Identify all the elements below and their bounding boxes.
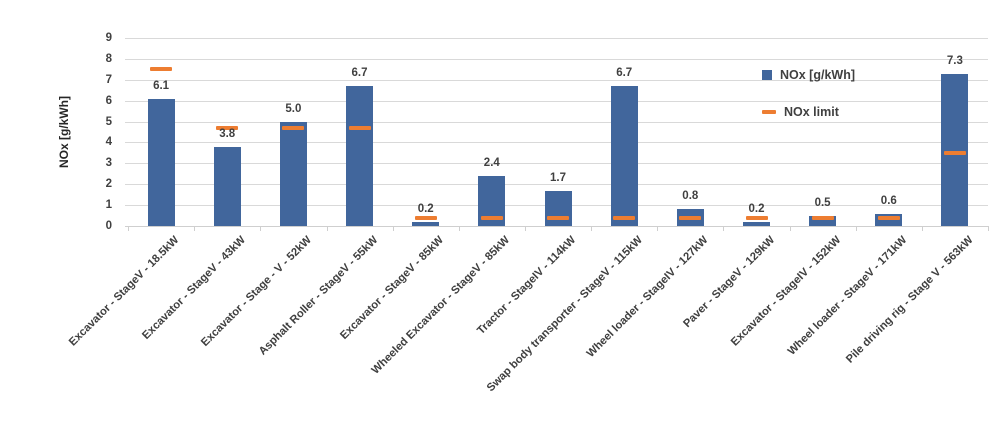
- limit-dash: [877, 215, 900, 220]
- bar: [743, 221, 770, 226]
- y-tick-label: 3: [105, 157, 112, 170]
- x-axis-tick: [128, 226, 129, 231]
- y-tick-label: 0: [105, 220, 112, 232]
- bar-value-label: 0.2: [417, 202, 434, 215]
- bar-value-label: 5.0: [285, 102, 302, 115]
- gridline: [125, 100, 988, 102]
- x-axis-tick: [194, 226, 196, 231]
- limit-dash: [480, 215, 503, 220]
- bar: [412, 221, 440, 226]
- limit-dash: [414, 215, 437, 220]
- limit-dash: [547, 215, 569, 220]
- bar: [544, 190, 572, 226]
- gridline: [125, 79, 988, 81]
- limit-dash: [679, 215, 702, 220]
- x-axis-tick: [260, 226, 262, 231]
- y-tick-label: 9: [105, 32, 112, 44]
- x-axis-tick: [723, 226, 725, 231]
- bar-value-label: 1.7: [550, 171, 566, 184]
- x-tick-label: Excavator - StageV - 18.5kW: [67, 234, 182, 349]
- bar: [147, 98, 175, 226]
- x-axis-tick: [591, 226, 593, 231]
- bar: [346, 86, 373, 226]
- bar: [213, 146, 241, 226]
- x-axis-line: [125, 226, 988, 227]
- bar: [610, 86, 638, 226]
- x-tick-label: Wheeled Excavator - StageV - 85kW: [369, 234, 513, 377]
- bar: [809, 215, 837, 226]
- x-axis-tick: [458, 226, 460, 231]
- y-tick-label: 8: [105, 52, 112, 65]
- limit-dash: [811, 215, 834, 220]
- legend-item-nox: NOx [g/kWh]: [762, 66, 855, 84]
- x-tick-label: Excavator - StageIV - 152kW: [728, 234, 844, 349]
- limit-dash: [943, 150, 966, 155]
- y-tick-label: 4: [105, 136, 112, 149]
- bar-value-label: 0.6: [880, 194, 897, 207]
- y-tick-label: 5: [105, 115, 112, 128]
- limit-dash: [745, 215, 768, 220]
- gridline: [125, 38, 988, 39]
- x-tick-label: Wheel loader - StageV - 171kW: [785, 234, 910, 358]
- x-axis-tick: [524, 226, 526, 231]
- bar-value-label: 0.8: [682, 190, 699, 203]
- x-tick-label: Asphalt Roller - StageV - 55kW: [256, 234, 380, 358]
- x-axis-tick: [657, 226, 659, 231]
- bar: [279, 121, 307, 226]
- bar-value-label: 0.5: [814, 196, 831, 209]
- bar-value-label: 0.2: [748, 202, 765, 215]
- x-axis-tick: [855, 226, 857, 231]
- dash-swatch-icon: [762, 110, 776, 114]
- y-tick-label: 7: [105, 73, 112, 86]
- legend-label-nox: NOx [g/kWh]: [780, 68, 855, 82]
- x-axis-tick: [921, 226, 923, 231]
- bar-value-label: 2.4: [483, 156, 500, 169]
- x-axis-tick: [392, 226, 394, 231]
- gridline: [125, 58, 988, 60]
- limit-dash: [216, 125, 239, 130]
- gridline: [125, 142, 988, 144]
- gridline: [125, 184, 988, 186]
- bar-value-label: 6.7: [616, 67, 633, 79]
- limit-dash: [348, 125, 371, 130]
- y-tick-label: 2: [105, 178, 112, 191]
- bar-value-label: 3.8: [219, 127, 236, 140]
- gridline: [125, 121, 988, 123]
- x-axis-tick: [326, 226, 328, 231]
- bar-value-label: 6.1: [153, 79, 170, 92]
- bar: [941, 73, 969, 226]
- legend-label-limit: NOx limit: [784, 105, 839, 119]
- limit-dash: [613, 215, 636, 220]
- x-tick-label: Pile driving rig - Stage V - 563kW: [843, 234, 976, 366]
- bar-value-label: 6.7: [351, 67, 368, 79]
- limit-dash: [150, 67, 173, 72]
- legend-item-limit: NOx limit: [762, 103, 855, 121]
- y-tick-label: 1: [105, 199, 112, 212]
- x-tick-label: Wheel loader - StageIV - 127kW: [584, 234, 711, 360]
- x-tick-label: Excavator - Stage - V - 52kW: [199, 234, 314, 349]
- bar-value-label: 7.3: [946, 54, 963, 67]
- bar-swatch-icon: [762, 70, 772, 80]
- x-axis-tick: [789, 226, 791, 231]
- limit-dash: [282, 125, 305, 130]
- gridline: [125, 163, 988, 165]
- legend: NOx [g/kWh] NOx limit: [762, 66, 855, 140]
- x-axis-tick: [988, 226, 989, 231]
- y-tick-label: 6: [105, 94, 112, 107]
